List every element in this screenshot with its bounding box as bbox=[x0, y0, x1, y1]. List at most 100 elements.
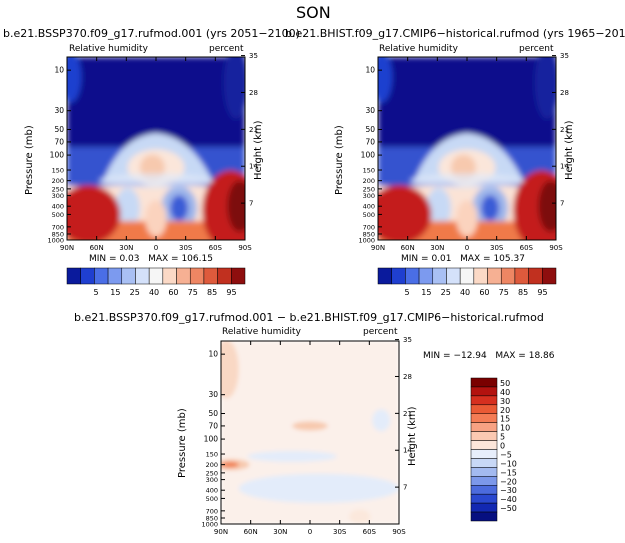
x-tick-label-0: 0 bbox=[465, 244, 469, 252]
y-tick-label-300: 300 bbox=[206, 476, 218, 484]
colorbar-box bbox=[135, 267, 150, 285]
y2-tick-label-14: 14 bbox=[249, 163, 258, 171]
panel3-contours bbox=[221, 341, 399, 524]
panel1-variable-label: Relative humidity bbox=[69, 44, 148, 54]
equator-plume bbox=[145, 200, 167, 237]
panel1-contours bbox=[67, 57, 245, 240]
y-tick-label-700: 700 bbox=[206, 507, 218, 515]
colorbar-label-50: 50 bbox=[500, 379, 510, 388]
y-tick-label-250: 250 bbox=[206, 469, 218, 477]
y-tick-label-500: 500 bbox=[363, 211, 375, 219]
y2-tick-label-35: 35 bbox=[560, 52, 569, 60]
panel2-min-value: 0.01 bbox=[431, 254, 452, 264]
y-tick-label-850: 850 bbox=[52, 231, 64, 239]
panel2-min-label: MIN = bbox=[401, 254, 429, 264]
colorbar-box bbox=[470, 431, 498, 441]
colorbar-label-85: 85 bbox=[518, 288, 528, 297]
colorbar-label-5: 5 bbox=[500, 433, 505, 442]
equator-plume bbox=[456, 200, 478, 237]
panel1-field bbox=[67, 57, 245, 240]
y-tick-label-30: 30 bbox=[365, 106, 375, 115]
y2-tick-label-14: 14 bbox=[560, 163, 569, 171]
y-tick-label-200: 200 bbox=[52, 177, 64, 185]
x-tick-label-60S: 60S bbox=[209, 244, 223, 252]
panel3-min-label: MIN = bbox=[423, 351, 451, 361]
y-tick-label-150: 150 bbox=[52, 167, 64, 175]
panel2-contours bbox=[378, 57, 556, 240]
sh-polar-region bbox=[223, 57, 245, 120]
y-tick-label-70: 70 bbox=[208, 421, 218, 430]
y-tick-label-100: 100 bbox=[204, 435, 219, 444]
x-tick-label-30S: 30S bbox=[333, 528, 347, 536]
y-tick-label-10: 10 bbox=[365, 66, 375, 75]
colorbar-label-−20: −20 bbox=[500, 477, 517, 486]
nh-dry-lobe bbox=[426, 187, 451, 229]
colorbar-box bbox=[542, 267, 557, 285]
panel2-title: b.e21.BHIST.f09_g17.CMIP6−historical.ruf… bbox=[285, 27, 625, 40]
y-tick-label-100: 100 bbox=[50, 151, 65, 160]
colorbar-label-−10: −10 bbox=[500, 459, 517, 468]
y2-tick-label-28: 28 bbox=[249, 89, 258, 97]
panel1-minmax: MIN = 0.03 MAX = 106.15 bbox=[89, 254, 213, 264]
x-tick-label-90S: 90S bbox=[549, 244, 563, 252]
colorbar-box bbox=[391, 267, 406, 285]
y-tick-label-30: 30 bbox=[54, 106, 64, 115]
colorbar-label-−50: −50 bbox=[500, 504, 517, 513]
y2-tick-label-28: 28 bbox=[560, 89, 569, 97]
panel3-axes: 90N 60N 30N 0 30S 60S 90S103050701001502002503… bbox=[201, 336, 412, 536]
y-tick-label-200: 200 bbox=[363, 177, 375, 185]
colorbar-box bbox=[459, 267, 475, 285]
sh-polar-region bbox=[534, 57, 556, 120]
colorbar-label-5: 5 bbox=[93, 288, 98, 297]
colorbar-label-25: 25 bbox=[130, 288, 140, 297]
colorbar-box bbox=[470, 467, 498, 477]
y2-tick-label-7: 7 bbox=[249, 200, 253, 208]
y-tick-label-400: 400 bbox=[363, 203, 375, 211]
y-tick-label-850: 850 bbox=[363, 231, 375, 239]
colorbar-label-40: 40 bbox=[460, 288, 470, 297]
y-tick-label-10: 10 bbox=[54, 66, 64, 75]
colorbar-box bbox=[500, 267, 516, 285]
panel2-units-label: percent bbox=[519, 44, 554, 54]
colorbar-box bbox=[162, 267, 177, 285]
colorbar-box bbox=[231, 267, 246, 285]
colorbar-box bbox=[470, 440, 498, 450]
colorbar-label-95: 95 bbox=[537, 288, 547, 297]
colorbar-box bbox=[470, 422, 498, 432]
diff-lower-trop-cool bbox=[238, 473, 399, 503]
colorbar-box bbox=[107, 267, 123, 285]
colorbar-label-15: 15 bbox=[110, 288, 120, 297]
x-tick-label-30N: 30N bbox=[430, 244, 444, 252]
y-tick-label-10: 10 bbox=[208, 350, 218, 359]
panel1-min-label: MIN = bbox=[89, 254, 117, 264]
diff-upper-trop-cool bbox=[247, 450, 337, 462]
colorbar-box bbox=[446, 267, 461, 285]
y-tick-label-500: 500 bbox=[52, 211, 64, 219]
y-tick-label-850: 850 bbox=[206, 515, 218, 523]
colorbar-box bbox=[528, 267, 543, 285]
y-tick-label-70: 70 bbox=[365, 137, 375, 146]
panel3-min-value: −12.94 bbox=[453, 351, 487, 361]
y-tick-label-300: 300 bbox=[363, 192, 375, 200]
y-tick-label-150: 150 bbox=[206, 451, 218, 459]
panel3-max-label: MAX = bbox=[495, 351, 526, 361]
panel1-min-value: 0.03 bbox=[119, 254, 140, 264]
colorbar-box bbox=[470, 395, 498, 406]
colorbar-label-−30: −30 bbox=[500, 486, 517, 495]
y2-tick-label-35: 35 bbox=[403, 336, 412, 344]
x-tick-label-60N: 60N bbox=[90, 244, 104, 252]
panel3-variable-label: Relative humidity bbox=[222, 327, 301, 337]
y-tick-label-100: 100 bbox=[361, 151, 376, 160]
x-tick-label-90S: 90S bbox=[238, 244, 252, 252]
y-tick-label-200: 200 bbox=[206, 461, 218, 469]
panel1-max-value: 106.15 bbox=[181, 254, 213, 264]
colorbar-label-60: 60 bbox=[168, 288, 178, 297]
nh-moist-pole bbox=[378, 185, 432, 240]
colorbar-label-−15: −15 bbox=[500, 468, 517, 477]
panel3-minmax: MIN = −12.94 MAX = 18.86 bbox=[423, 351, 554, 361]
y-tick-label-400: 400 bbox=[52, 203, 64, 211]
sh-moist-peak bbox=[538, 180, 556, 232]
colorbar-box bbox=[470, 485, 498, 495]
colorbar-box bbox=[80, 267, 95, 285]
